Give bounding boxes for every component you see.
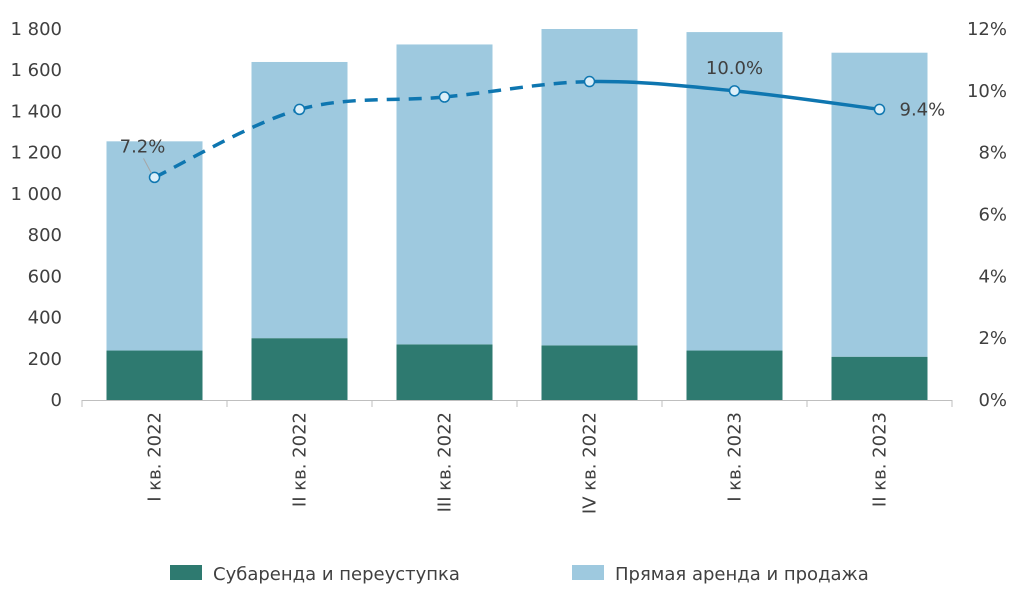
left-axis-ticks: 0 200 400 600 800 1 000 1 200 1 400 1 600 1 800 [10,19,62,411]
bar-sublease [251,338,348,400]
rate-point [148,171,161,184]
left-tick-label: 800 [28,225,62,246]
rate-point [728,85,741,97]
right-tick-label: 2% [978,328,1007,349]
data-labels: 7.2% 10.0% 9.4% [120,58,946,174]
right-tick-label: 0% [978,390,1007,411]
rate-line-segment [299,95,445,112]
legend-item: Субаренда и переуступка [170,564,460,585]
right-axis-ticks: 0% 2% 4% 6% 8% 10% 12% [967,19,1007,411]
legend-item: Прямая аренда и продажа [572,564,869,585]
rate-line-segment [444,79,590,99]
rate-point [438,91,451,103]
category-label: III кв. 2022 [435,412,456,512]
rate-point [873,103,886,116]
rate-line-segment [589,79,735,93]
left-tick-label: 1 400 [10,101,62,122]
bar-sublease [541,345,638,400]
bar-sublease [831,356,928,400]
bar-sublease [686,350,783,400]
left-tick-label: 200 [28,349,62,370]
bar-direct-lease [396,44,493,345]
left-tick-label: 1 000 [10,184,62,205]
data-label: 10.0% [706,58,763,79]
category-label: IV кв. 2022 [580,412,601,514]
category-label: II кв. 2023 [870,412,891,507]
left-tick-label: 1 800 [10,19,62,40]
bars [106,29,928,400]
data-label-leader [143,158,152,174]
rate-line-segment [153,107,300,179]
left-tick-label: 1 600 [10,60,62,81]
rate-point [583,75,596,88]
right-tick-label: 12% [967,19,1007,40]
right-tick-label: 8% [978,143,1007,164]
bar-sublease [396,344,493,400]
right-tick-label: 6% [978,205,1007,226]
left-tick-label: 600 [28,266,62,287]
category-label: II кв. 2022 [290,412,311,507]
legend-swatch [170,565,202,580]
legend-swatch [572,565,604,580]
category-labels: I кв. 2022 II кв. 2022 III кв. 2022 IV кв. … [145,412,891,514]
right-tick-label: 10% [967,81,1007,102]
category-label: I кв. 2022 [145,412,166,502]
x-axis-tick-marks [81,400,953,407]
legend-label: Субаренда и переуступка [213,564,460,585]
category-label: I кв. 2023 [725,412,746,502]
legend: Субаренда и переуступка Прямая аренда и п… [170,564,869,585]
rate-point [293,103,306,116]
bar-direct-lease [831,52,928,357]
data-label: 7.2% [120,136,166,157]
bar-sublease [106,350,203,400]
rate-line-segment [734,89,880,112]
data-label: 9.4% [900,99,946,120]
left-tick-label: 0 [51,390,62,411]
legend-label: Прямая аренда и продажа [615,564,869,585]
rate-line [148,75,886,184]
right-tick-label: 4% [978,266,1007,287]
bar-direct-lease [686,32,783,351]
left-tick-label: 1 200 [10,143,62,164]
left-tick-label: 400 [28,308,62,329]
